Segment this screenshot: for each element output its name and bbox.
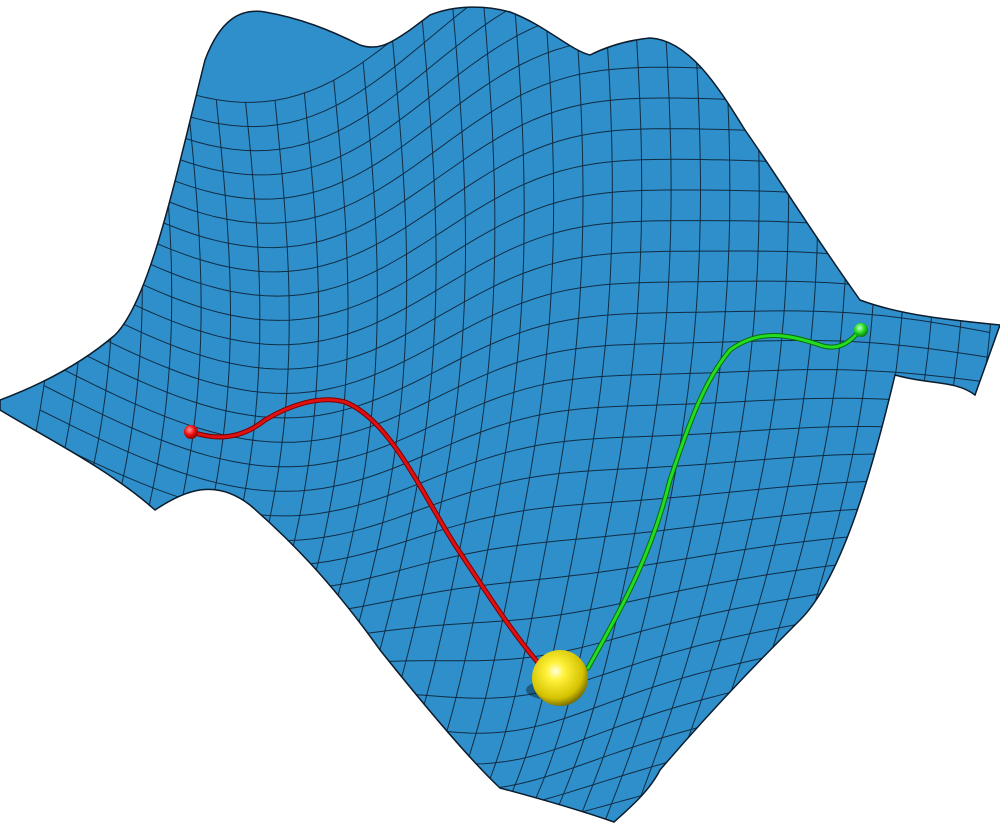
- mesh-line: [0, 775, 855, 822]
- mesh-line: [0, 725, 877, 822]
- mesh-line: [0, 799, 844, 822]
- mesh-line: [39, 397, 981, 492]
- surface-fill: [0, 6, 1000, 823]
- yellow-ball-at-minimum: [532, 650, 588, 706]
- mesh-line: [519, 7, 672, 822]
- red-start-ball: [184, 425, 198, 439]
- mesh-line: [460, 7, 613, 822]
- mesh-line: [39, 7, 981, 103]
- green-trajectory-core: [586, 328, 862, 670]
- mesh-line: [0, 750, 866, 822]
- red-trajectory-core: [190, 398, 542, 667]
- mesh-line: [489, 7, 643, 822]
- mesh-line: [42, 7, 983, 128]
- mesh-line: [44, 7, 985, 152]
- mesh-line: [548, 7, 701, 822]
- green-start-ball: [854, 323, 868, 337]
